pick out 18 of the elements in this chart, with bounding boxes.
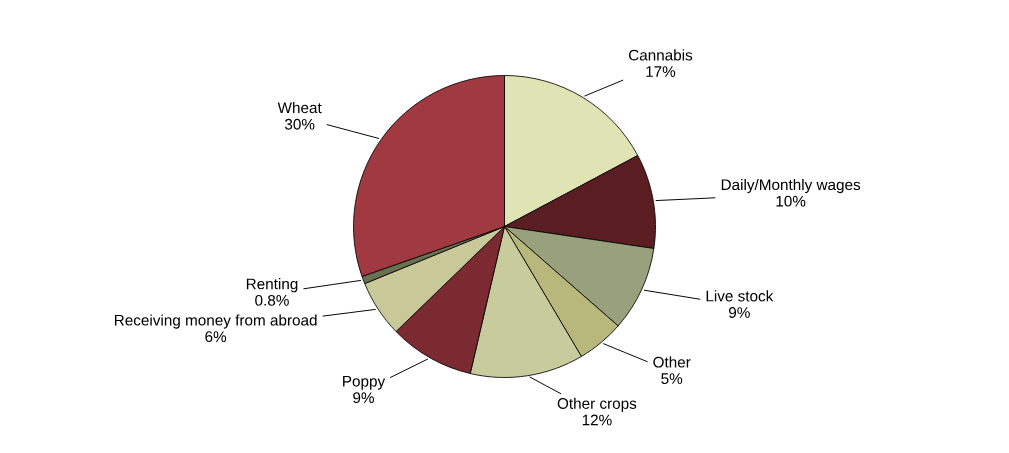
slice-label: Daily/Monthly wages <box>721 178 861 194</box>
data-label: 30% <box>284 118 315 130</box>
slice-label: Wheat <box>277 101 322 114</box>
data-label: 17% <box>646 66 676 77</box>
slice-label: Renting <box>246 278 298 293</box>
data-label: 5% <box>661 373 683 385</box>
slice-label: Live stock <box>706 290 774 302</box>
slice-label: Other crops <box>557 397 637 412</box>
data-label: 9% <box>353 392 374 404</box>
slice-label: Poppy <box>343 375 386 390</box>
slice-label: Receiving money from abroad <box>114 314 317 329</box>
data-label: 0.8% <box>255 294 289 306</box>
data-label: 10% <box>776 195 806 207</box>
data-label: 6% <box>205 331 227 343</box>
slice-label: Other <box>653 356 691 368</box>
data-label: 9% <box>729 307 750 318</box>
data-label: 12% <box>582 414 612 426</box>
slice-label: Cannabis <box>628 49 693 61</box>
